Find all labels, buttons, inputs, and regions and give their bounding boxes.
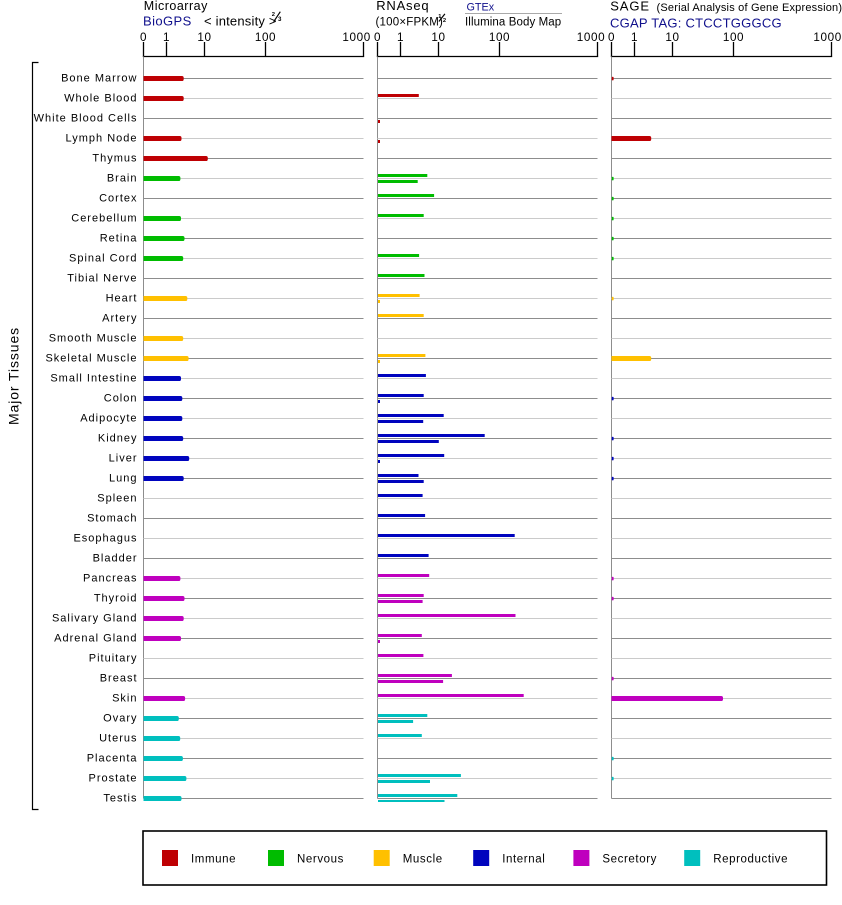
svg-text:0: 0 <box>374 31 381 44</box>
svg-text:RNAseq: RNAseq <box>376 0 429 13</box>
svg-text:Salivary Gland: Salivary Gland <box>52 613 138 625</box>
svg-text:2: 2 <box>272 12 275 18</box>
svg-text:< intensity >: < intensity > <box>204 14 277 29</box>
svg-text:Pituitary: Pituitary <box>89 653 138 665</box>
svg-text:Lung: Lung <box>109 473 137 485</box>
svg-text:Placenta: Placenta <box>87 753 138 765</box>
svg-text:Internal: Internal <box>502 854 545 866</box>
svg-text:Thyroid: Thyroid <box>94 593 138 605</box>
svg-text:Uterus: Uterus <box>99 733 137 745</box>
svg-text:Cerebellum: Cerebellum <box>71 213 137 225</box>
svg-text:Secretory: Secretory <box>602 854 657 866</box>
svg-text:Colon: Colon <box>104 393 138 405</box>
svg-text:Major Tissues: Major Tissues <box>6 327 22 425</box>
svg-text:Thymus: Thymus <box>92 153 137 165</box>
svg-text:Spleen: Spleen <box>97 493 137 505</box>
svg-text:1000: 1000 <box>813 31 841 44</box>
svg-text:Tibial Nerve: Tibial Nerve <box>67 273 137 285</box>
svg-text:Spinal Cord: Spinal Cord <box>69 253 137 265</box>
svg-text:Lymph Node: Lymph Node <box>66 133 138 145</box>
svg-text:1: 1 <box>163 31 170 44</box>
svg-text:Brain: Brain <box>107 173 138 185</box>
svg-text:Heart: Heart <box>106 293 138 305</box>
svg-text:CGAP TAG: CTCCTGGGCG: CGAP TAG: CTCCTGGGCG <box>610 15 782 30</box>
svg-text:Breast: Breast <box>100 673 138 685</box>
svg-text:Nervous: Nervous <box>297 854 344 866</box>
svg-text:Prostate: Prostate <box>89 773 138 785</box>
svg-text:Skeletal Muscle: Skeletal Muscle <box>45 353 137 365</box>
svg-text:100: 100 <box>489 31 510 44</box>
svg-text:Skin: Skin <box>112 693 137 705</box>
svg-text:Ovary: Ovary <box>103 713 137 725</box>
svg-text:Kidney: Kidney <box>98 433 138 445</box>
svg-text:1000: 1000 <box>342 31 370 44</box>
svg-text:2: 2 <box>443 18 446 24</box>
svg-text:(Serial Analysis of Gene Expre: (Serial Analysis of Gene Expression) <box>657 2 842 14</box>
svg-text:(100×FPKM): (100×FPKM) <box>376 17 444 29</box>
svg-text:Muscle: Muscle <box>403 854 443 866</box>
svg-text:Microarray: Microarray <box>144 0 208 13</box>
svg-text:Smooth Muscle: Smooth Muscle <box>49 333 138 345</box>
svg-text:1: 1 <box>397 31 404 44</box>
svg-text:Retina: Retina <box>100 233 138 245</box>
svg-text:Bone Marrow: Bone Marrow <box>61 73 137 85</box>
svg-text:Liver: Liver <box>109 453 138 465</box>
svg-text:Cortex: Cortex <box>99 193 137 205</box>
svg-text:Whole Blood: Whole Blood <box>64 93 137 105</box>
svg-text:White Blood Cells: White Blood Cells <box>34 113 138 125</box>
svg-text:Illumina Body Map: Illumina Body Map <box>465 17 561 29</box>
svg-text:Adrenal Gland: Adrenal Gland <box>54 633 137 645</box>
svg-text:3: 3 <box>278 16 282 23</box>
svg-text:10: 10 <box>197 31 211 44</box>
svg-text:100: 100 <box>255 31 276 44</box>
svg-text:100: 100 <box>723 31 744 44</box>
svg-text:Testis: Testis <box>103 793 137 805</box>
svg-text:10: 10 <box>431 31 445 44</box>
svg-text:Artery: Artery <box>102 313 137 325</box>
svg-text:Adipocyte: Adipocyte <box>80 413 137 425</box>
svg-text:Immune: Immune <box>191 854 236 866</box>
svg-text:Pancreas: Pancreas <box>83 573 137 585</box>
svg-text:Small Intestine: Small Intestine <box>50 373 137 385</box>
svg-text:SAGE: SAGE <box>610 0 650 14</box>
svg-text:0: 0 <box>608 31 615 44</box>
svg-text:10: 10 <box>665 31 679 44</box>
svg-text:1: 1 <box>631 31 638 44</box>
svg-text:Reproductive: Reproductive <box>713 854 788 866</box>
svg-text:0: 0 <box>140 31 147 44</box>
svg-text:Esophagus: Esophagus <box>73 533 137 545</box>
svg-text:Stomach: Stomach <box>87 513 137 525</box>
svg-text:1000: 1000 <box>577 31 605 44</box>
svg-text:GTEx: GTEx <box>467 2 495 14</box>
svg-text:BioGPS: BioGPS <box>143 14 192 29</box>
svg-text:Bladder: Bladder <box>93 553 138 565</box>
